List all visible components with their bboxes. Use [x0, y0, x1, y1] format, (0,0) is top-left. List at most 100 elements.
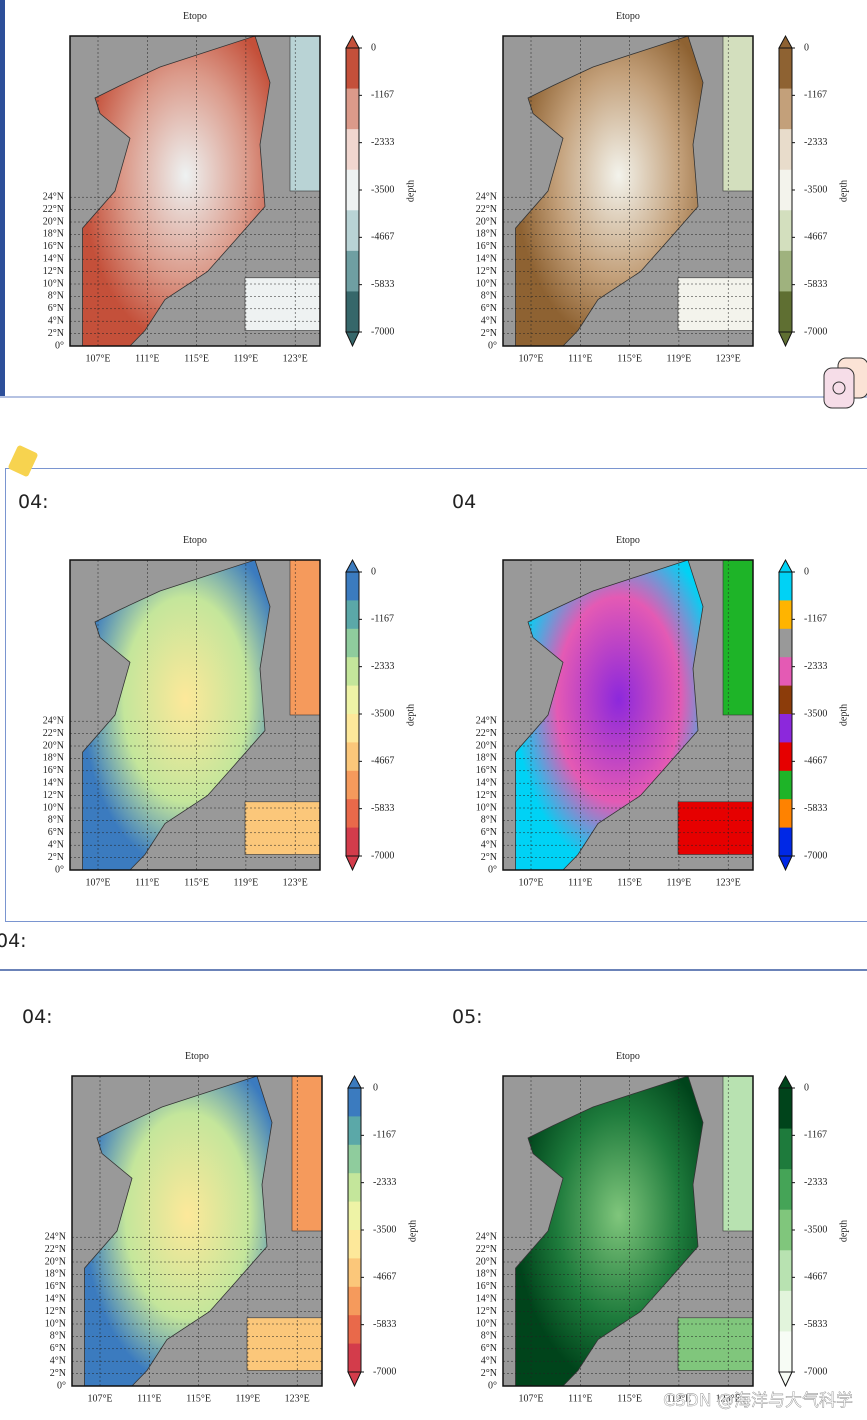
lon-label: 107°E: [518, 877, 543, 888]
colorbar-end: [778, 331, 793, 348]
lon-label: 111°E: [135, 877, 159, 888]
lon-label: 119°E: [667, 1393, 692, 1404]
lat-label: 20°N: [45, 1256, 66, 1267]
colorbar-tick-label: -2333: [373, 1177, 396, 1188]
colorbar-segment: [779, 1169, 792, 1211]
colorbar-segment: [779, 628, 792, 658]
colorbar-end: [345, 34, 360, 49]
lat-label: 4°N: [481, 315, 497, 326]
colorbar-segment: [348, 1088, 361, 1117]
colorbar-segment: [346, 291, 359, 333]
colorbar-segment: [346, 169, 359, 211]
lat-label: 16°N: [43, 241, 64, 252]
colorbar-tick-label: -7000: [371, 850, 394, 861]
colorbar-tick-label: -1167: [804, 614, 827, 625]
colorbar-tick-label: -7000: [371, 326, 394, 337]
colorbar-tick-label: -1167: [373, 1130, 396, 1141]
lat-label: 0°: [488, 1380, 497, 1391]
colorbar-segment: [779, 657, 792, 687]
colorbar-tick-label: -4667: [804, 232, 827, 243]
colorbar-segment: [346, 742, 359, 772]
lon-label: 123°E: [285, 1393, 310, 1404]
lon-label: 107°E: [85, 877, 110, 888]
colorbar-segment: [779, 169, 792, 211]
lat-label: 12°N: [476, 1306, 497, 1317]
colorbar-segment: [346, 572, 359, 601]
colorbar-end: [347, 1371, 362, 1388]
lat-label: 4°N: [50, 1355, 66, 1366]
lat-label: 12°N: [43, 266, 64, 277]
lon-label: 111°E: [135, 353, 159, 364]
lat-label: 24°N: [43, 191, 64, 202]
colorbar-tick-label: -4667: [804, 1272, 827, 1283]
lat-label: 8°N: [48, 815, 64, 826]
lon-label: 107°E: [85, 353, 110, 364]
map-panel: Etopo 0°2°N 4°N6°N8°N 10°N12°N 14°N16°N18°N 2…: [43, 11, 417, 364]
colorbar-tick-label: -1167: [371, 614, 394, 625]
frame-box: [5, 468, 867, 922]
lat-label: 10°N: [476, 1318, 497, 1329]
sticky-note: [8, 445, 38, 477]
colorbar-tick-label: -3500: [804, 184, 827, 195]
colorbar-label: depth: [405, 180, 416, 202]
map-title: Etopo: [616, 11, 640, 22]
map-panel: Etopo 0°2°N 4°N6°N8°N 10°N12°N 14°N16°N18°N 2…: [476, 11, 850, 364]
lat-label: 16°N: [476, 1281, 497, 1292]
colorbar-tick-label: -3500: [373, 1224, 396, 1235]
colorbar-segment: [348, 1230, 361, 1259]
pacific: [722, 559, 754, 716]
map-frame: [69, 559, 321, 871]
colorbar-tick-label: -4667: [804, 756, 827, 767]
colorbar-tick-label: -2333: [804, 1177, 827, 1188]
colorbar-segment: [346, 250, 359, 292]
lat-label: 12°N: [476, 790, 497, 801]
colorbar-tick-label: -5833: [371, 803, 394, 814]
map-frame: [502, 559, 754, 871]
lon-label: 115°E: [184, 877, 209, 888]
colorbar-end: [778, 558, 793, 573]
lat-label: 16°N: [43, 765, 64, 776]
lat-label: 8°N: [481, 815, 497, 826]
lat-label: 6°N: [50, 1343, 66, 1354]
colorbar-segment: [779, 88, 792, 130]
lon-label: 119°E: [234, 877, 259, 888]
lat-label: 6°N: [481, 303, 497, 314]
colorbar-tick-label: 0: [371, 42, 376, 53]
colorbar-segment: [346, 628, 359, 658]
lat-label: 22°N: [476, 728, 497, 739]
colorbar-end: [778, 1371, 793, 1388]
lat-label: 14°N: [45, 1293, 66, 1304]
colorbar-tick-label: 0: [371, 566, 376, 577]
lat-label: 24°N: [45, 1231, 66, 1242]
lat-label: 18°N: [45, 1269, 66, 1280]
colorbar-segment: [779, 1209, 792, 1251]
lat-label: 18°N: [43, 753, 64, 764]
colorbar-segment: [779, 250, 792, 292]
lat-label: 22°N: [43, 204, 64, 215]
map-title: Etopo: [185, 1051, 209, 1062]
colorbar-segment: [779, 799, 792, 829]
lat-label: 2°N: [48, 328, 64, 339]
colorbar-tick-label: -1167: [804, 1130, 827, 1141]
lat-label: 6°N: [481, 1343, 497, 1354]
lat-label: 4°N: [48, 315, 64, 326]
lat-label: 8°N: [50, 1331, 66, 1342]
lat-label: 22°N: [476, 1244, 497, 1255]
lat-label: 4°N: [48, 839, 64, 850]
celebes-sea: [677, 801, 754, 855]
lat-label: 10°N: [476, 802, 497, 813]
lat-label: 14°N: [476, 253, 497, 264]
colorbar-segment: [348, 1315, 361, 1345]
map-title: Etopo: [183, 11, 207, 22]
celebes-sea: [244, 277, 321, 331]
celebes-sea: [677, 277, 754, 331]
lat-label: 24°N: [476, 1231, 497, 1242]
lat-label: 6°N: [48, 827, 64, 838]
colorbar-tick-label: -5833: [804, 1319, 827, 1330]
colorbar-tick-label: -7000: [804, 1366, 827, 1377]
lon-label: 115°E: [617, 877, 642, 888]
colorbar-segment: [779, 210, 792, 252]
lat-label: 8°N: [481, 291, 497, 302]
colorbar-segment: [779, 1128, 792, 1170]
side-bar: [0, 0, 5, 396]
